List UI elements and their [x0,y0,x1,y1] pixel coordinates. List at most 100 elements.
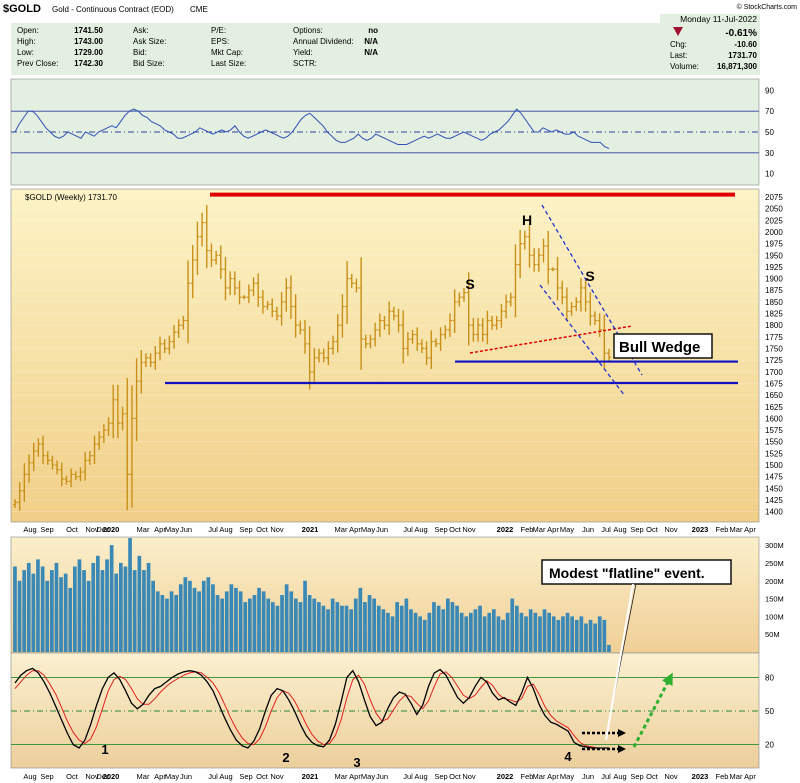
x-axis-label: 2021 [302,772,319,781]
wedge-lower-line [539,284,626,397]
volume-bar [142,570,146,652]
volume-bar [510,598,515,652]
price-bar [424,341,429,366]
quote-label: P/E: [211,26,226,35]
x-axis-label: Apr [349,525,361,534]
price-bar [45,451,50,465]
symbol-description: Gold - Continuous Contract (EOD) [52,5,174,14]
price-bar [242,295,247,300]
x-axis-label: Oct [646,772,659,781]
volume-bar [151,580,155,653]
price-bar [419,339,424,354]
copyright-label: © StockCharts.com [737,3,798,11]
volume-bar [289,591,294,652]
volume-bar [607,644,611,652]
volume-bar [418,616,422,652]
price-tick-label: 1525 [765,449,783,458]
volume-bar [238,591,243,652]
price-bar [274,306,279,321]
price-bar [490,315,495,330]
volume-bar [109,545,114,652]
volume-panel: 300M 250M 200M 150M 100M 50M [10,536,784,654]
volume-bar [271,602,275,652]
volume-bar [464,616,469,652]
price-bar [218,245,223,280]
volume-bar [349,609,353,653]
price-bar [536,248,541,272]
x-axis-label: Jul [601,772,611,781]
volume-bar [119,562,123,652]
x-axis-label: Aug [219,772,232,781]
price-bar [129,385,134,508]
pattern-label: S [465,276,474,292]
x-axis-label: May [560,525,574,534]
volume-bar [570,616,574,652]
price-bar [195,221,200,275]
price-bar [73,471,78,480]
volume-bar [100,570,105,652]
volume-bar [446,598,450,652]
down-triangle-icon [673,27,683,36]
x-axis-label: Aug [414,772,427,781]
volume-bar [528,609,533,653]
x-axis-label: Sep [239,525,252,534]
x-axis-label: Aug [613,772,626,781]
volume-bar [584,623,588,652]
x-axis-label: 2022 [497,525,514,534]
price-bar [550,267,555,272]
price-tick-label: 1975 [765,240,783,249]
volume-bar [36,559,40,652]
volume-bar [459,612,464,652]
volume-bar [326,609,330,653]
price-bar [120,406,125,431]
change-percent: -0.61% [725,28,757,39]
price-bar [429,330,434,369]
quote-label: Bid Size: [133,59,165,68]
price-bar [527,224,532,268]
price-bar [288,275,293,319]
bull-wedge-callout [613,333,713,359]
x-axis-label: Oct [66,772,79,781]
volume-bar [542,609,547,653]
price-bar [438,327,443,352]
quote-label: EPS: [211,37,229,46]
price-bar [111,384,116,439]
volume-bar [73,566,77,652]
volume-bar [229,584,234,652]
price-bar [55,460,60,475]
price-tick-label: 1900 [765,275,783,284]
quote-label: High: [17,37,36,46]
volume-bar [96,555,100,652]
price-bar [433,338,438,348]
x-axis-label: Jun [582,772,594,781]
change-panel [660,14,760,75]
quote-value: N/A [364,48,378,57]
price-tick-label: 2075 [765,193,783,202]
volume-bar [533,612,538,652]
x-axis-label: Jun [180,772,192,781]
price-bar [466,272,471,346]
price-tick-label: 1400 [765,508,783,517]
price-bar [50,455,55,470]
price-bar [564,287,569,322]
x-axis-label: Jun [376,772,388,781]
price-bar [518,229,523,279]
volume-bar [294,598,298,652]
volume-bar [224,591,229,652]
price-bar [143,353,148,368]
price-bar [452,289,457,333]
price-tick-label: 1575 [765,426,783,435]
stochastic-tick-label: 50 [765,707,774,716]
price-bar [59,462,64,487]
stochastic-k-line [14,667,609,749]
quote-label: Ask Size: [133,37,166,46]
price-bar [405,332,410,356]
volume-tick-label: 200M [765,577,784,586]
x-axis-label: Mar [335,525,348,534]
volume-bar [284,584,289,652]
volume-bar [26,562,31,652]
price-bar [480,318,485,342]
quote-label: Chg: [670,40,687,49]
x-axis-label: Feb [521,525,534,534]
x-axis-label: May [560,772,574,781]
